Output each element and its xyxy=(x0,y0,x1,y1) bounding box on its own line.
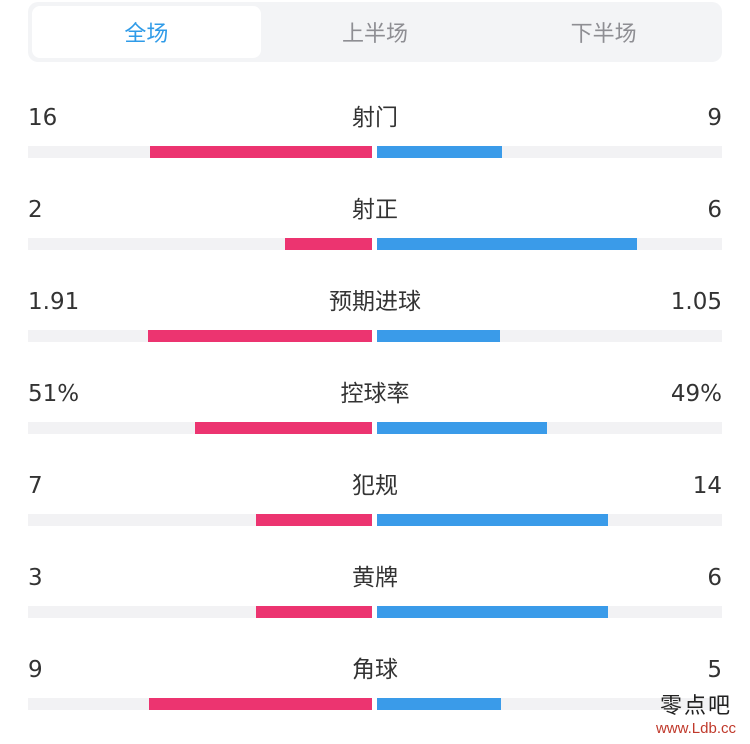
away-bar xyxy=(377,606,608,618)
home-value: 51% xyxy=(28,381,80,407)
watermark-url: www.Ldb.cc xyxy=(655,720,736,737)
home-bar-track xyxy=(28,514,372,526)
tab-second-half[interactable]: 下半场 xyxy=(570,22,637,47)
stat-label: 预期进球 xyxy=(329,289,421,315)
tab-full-match[interactable]: 全场 xyxy=(32,6,261,58)
tab-first-half[interactable]: 上半场 xyxy=(342,22,409,47)
away-bar xyxy=(377,330,500,342)
away-value: 49% xyxy=(670,381,722,407)
stat-row-expected-goals: 1.91 预期进球 1.05 xyxy=(28,276,722,368)
stat-row-fouls: 7 犯规 14 xyxy=(28,460,722,552)
home-bar xyxy=(149,698,372,710)
away-bar-track xyxy=(377,514,722,526)
home-bar-track xyxy=(28,146,372,158)
home-bar xyxy=(285,238,372,250)
away-bar xyxy=(377,422,547,434)
away-bar xyxy=(377,698,501,710)
home-value: 3 xyxy=(28,565,43,591)
away-value: 5 xyxy=(707,657,722,683)
away-bar-track xyxy=(377,698,722,710)
watermark-name: 零点吧 xyxy=(659,694,732,719)
away-bar xyxy=(377,238,637,250)
away-bar xyxy=(377,146,502,158)
stat-row-possession: 51% 控球率 49% xyxy=(28,368,722,460)
away-value: 9 xyxy=(707,105,722,131)
home-bar-track xyxy=(28,330,372,342)
home-bar xyxy=(256,606,372,618)
home-bar-track xyxy=(28,606,372,618)
home-bar-track xyxy=(28,238,372,250)
away-bar xyxy=(377,514,608,526)
home-bar xyxy=(148,330,372,342)
home-value: 7 xyxy=(28,473,43,499)
away-bar-track xyxy=(377,146,722,158)
watermark-logo: 零点吧 www.Ldb.cc xyxy=(656,694,736,738)
away-bar-track xyxy=(377,238,722,250)
stat-row-shots: 16 射门 9 xyxy=(28,92,722,184)
period-tab-bar: 全场 上半场 下半场 xyxy=(28,2,722,62)
home-bar xyxy=(256,514,372,526)
stat-label: 黄牌 xyxy=(352,565,398,591)
away-bar-track xyxy=(377,330,722,342)
home-value: 16 xyxy=(28,105,58,131)
stat-row-corners: 9 角球 5 xyxy=(28,644,722,736)
away-bar-track xyxy=(377,422,722,434)
away-value: 6 xyxy=(707,565,722,591)
stat-label: 犯规 xyxy=(352,473,398,499)
stat-label: 射正 xyxy=(352,197,398,223)
home-value: 9 xyxy=(28,657,43,683)
home-value: 2 xyxy=(28,197,43,223)
away-value: 14 xyxy=(692,473,722,499)
stat-label: 射门 xyxy=(352,105,398,131)
stats-list: 16 射门 9 2 射正 6 1.91 预期进球 1.05 51% 控球率 49… xyxy=(28,92,722,736)
stat-row-shots-on-target: 2 射正 6 xyxy=(28,184,722,276)
stat-row-yellow-cards: 3 黄牌 6 xyxy=(28,552,722,644)
away-bar-track xyxy=(377,606,722,618)
home-bar xyxy=(195,422,372,434)
stat-label: 角球 xyxy=(352,657,398,683)
away-value: 6 xyxy=(707,197,722,223)
away-value: 1.05 xyxy=(670,289,722,315)
home-value: 1.91 xyxy=(28,289,80,315)
home-bar-track xyxy=(28,698,372,710)
home-bar-track xyxy=(28,422,372,434)
home-bar xyxy=(150,146,372,158)
stat-label: 控球率 xyxy=(340,381,410,407)
